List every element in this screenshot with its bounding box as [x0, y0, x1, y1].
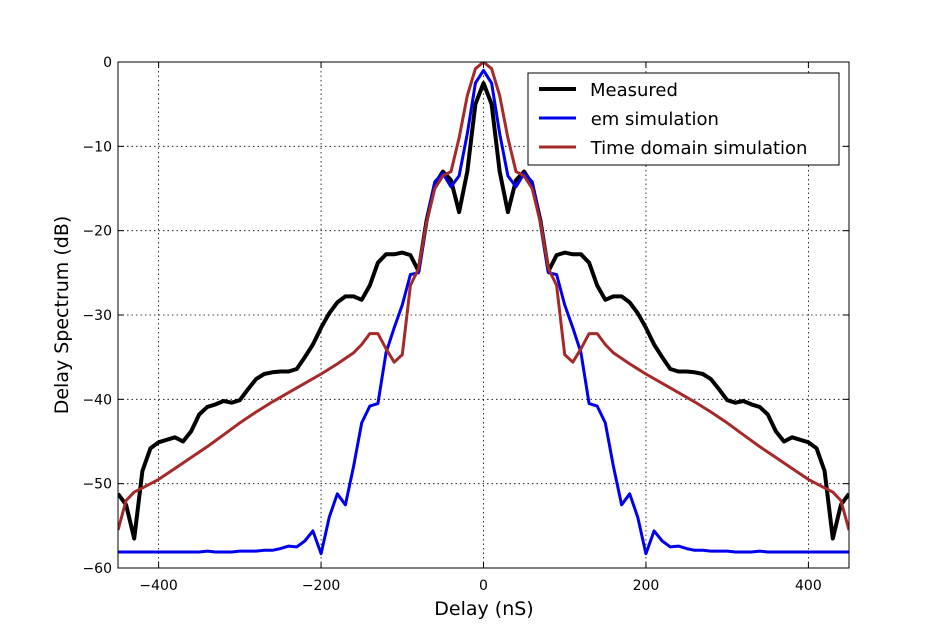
y-tick-label: −40: [82, 392, 112, 408]
x-tick-label: 200: [633, 578, 660, 594]
x-tick-label: 0: [479, 578, 488, 594]
x-axis-title: Delay (nS): [434, 598, 533, 620]
axis-ticks: −400 −200 0 200 400 0 −10 −20 −30 −40 −50 −60: [82, 55, 849, 594]
series-line-measured: [118, 81, 849, 541]
series-line-em-simulation: [118, 68, 849, 556]
y-tick-label: −30: [82, 308, 112, 324]
legend-label-measured: Measured: [590, 80, 678, 101]
legend-label-em-simulation: em simulation: [585, 109, 719, 130]
y-axis-title: Delay Spectrum (dB): [51, 216, 73, 415]
legend-box: [527, 72, 840, 166]
plot-series: [118, 62, 849, 556]
y-tick-label: 0: [103, 55, 112, 71]
series-line-time-domain-simulation: [118, 62, 849, 531]
x-tick-label: −200: [302, 578, 340, 594]
y-tick-label: −60: [82, 561, 112, 577]
x-tick-label: −400: [139, 578, 177, 594]
legend-label-time-domain-simulation: Time domain simulation: [585, 138, 807, 159]
y-tick-label: −20: [82, 224, 112, 240]
y-tick-label: −50: [82, 477, 112, 493]
x-tick-label: 400: [795, 578, 822, 594]
y-tick-label: −10: [82, 139, 112, 155]
legend: Measured em simulation Time domain simul…: [527, 72, 840, 166]
